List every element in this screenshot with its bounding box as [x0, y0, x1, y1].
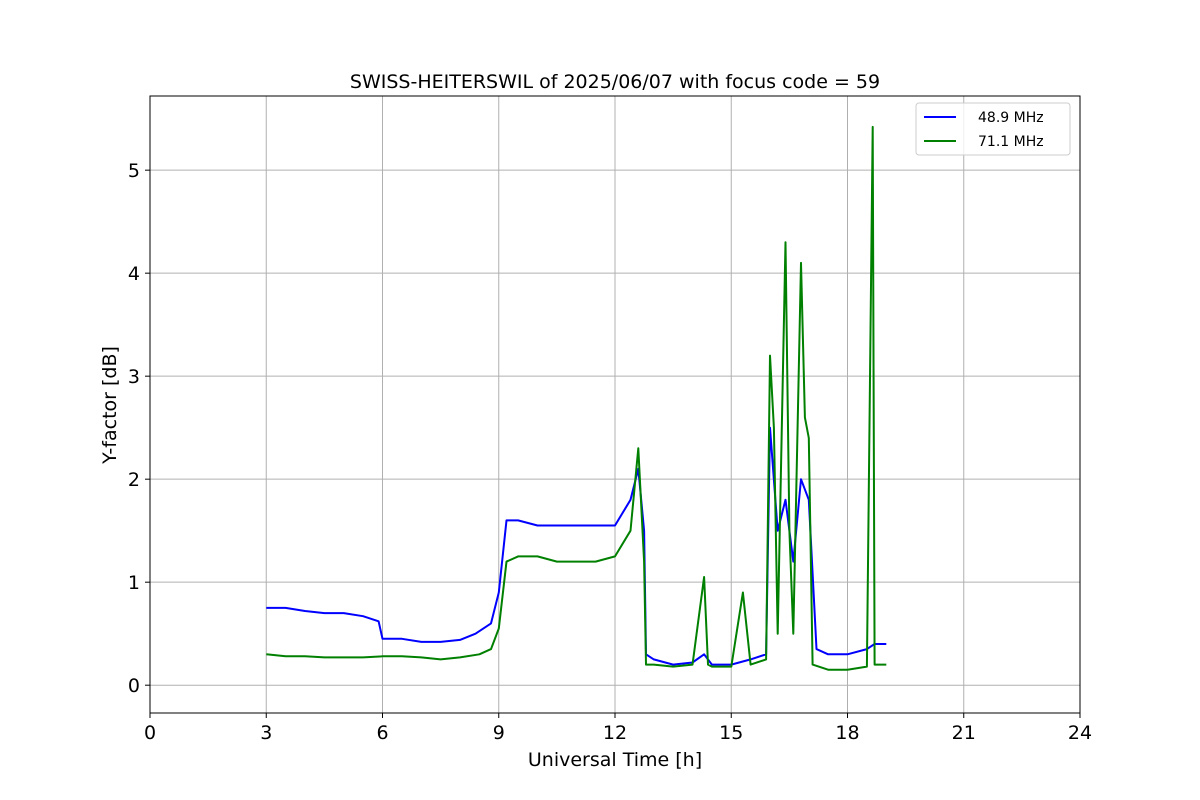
x-tick-label: 18 — [835, 722, 859, 744]
y-tick-label: 5 — [128, 160, 140, 182]
legend-label-1: 71.1 MHz — [978, 134, 1044, 150]
legend: 48.9 MHz 71.1 MHz — [915, 102, 1071, 156]
x-tick-label: 9 — [493, 722, 505, 744]
x-tick-label: 15 — [719, 722, 743, 744]
y-tick-label: 4 — [128, 263, 140, 285]
x-tick-label: 21 — [952, 722, 976, 744]
x-tick-label: 24 — [1068, 722, 1092, 744]
x-tick-label: 3 — [260, 722, 272, 744]
plot-data — [266, 125, 887, 671]
chart-title: SWISS-HEITERSWIL of 2025/06/07 with focu… — [350, 71, 880, 93]
series-line-1 — [266, 125, 887, 671]
x-tick-label: 12 — [603, 722, 627, 744]
x-tick-label: 6 — [376, 722, 388, 744]
x-tick-label: 0 — [144, 722, 156, 744]
y-tick-label: 2 — [128, 469, 140, 491]
x-axis-label: Universal Time [h] — [528, 749, 702, 771]
legend-label-0: 48.9 MHz — [978, 110, 1044, 126]
y-axis-label: Y-factor [dB] — [99, 346, 121, 465]
y-tick-label: 0 — [128, 675, 140, 697]
y-tick-label: 3 — [128, 366, 140, 388]
y-tick-label: 1 — [128, 572, 140, 594]
